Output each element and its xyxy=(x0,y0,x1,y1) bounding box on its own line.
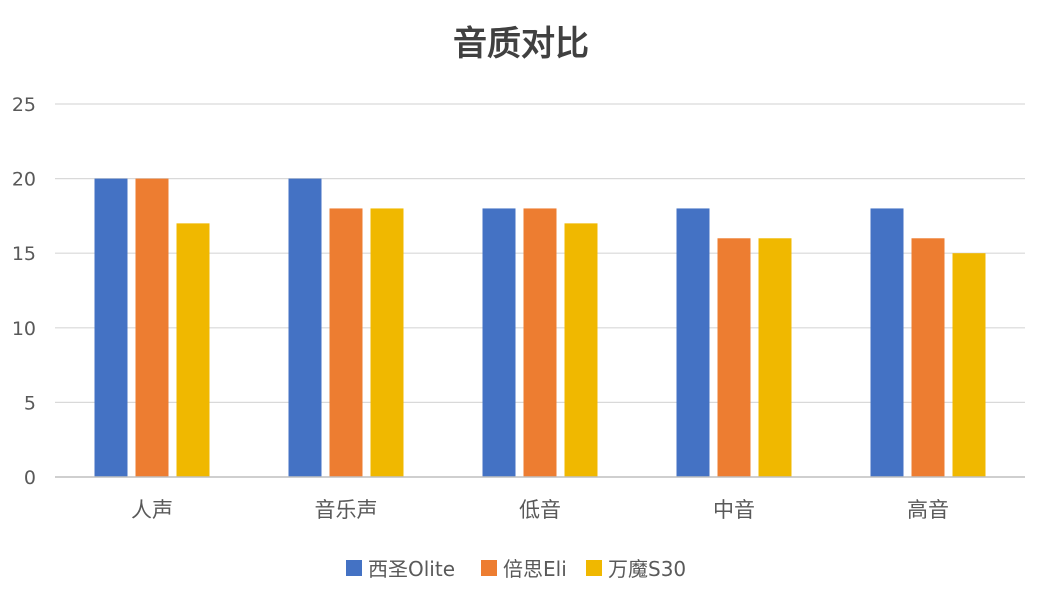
legend: 西圣Olite 倍思Eli 万魔S30 xyxy=(346,557,686,581)
bar xyxy=(758,238,792,477)
bar xyxy=(288,178,322,477)
bar xyxy=(329,208,363,477)
bar xyxy=(870,208,904,477)
bar xyxy=(370,208,404,477)
bar xyxy=(176,223,210,477)
legend-label: 倍思Eli xyxy=(503,557,567,581)
bar xyxy=(911,238,945,477)
y-tick-label: 5 xyxy=(24,392,36,414)
x-tick-label: 音乐声 xyxy=(315,498,378,522)
legend-label: 万魔S30 xyxy=(608,557,686,581)
x-tick-label: 中音 xyxy=(713,498,755,522)
bar xyxy=(952,253,986,477)
y-tick-label: 20 xyxy=(12,169,36,191)
x-axis-ticks: 人声 音乐声 低音 中音 高音 xyxy=(131,498,949,522)
bar xyxy=(94,178,128,477)
x-tick-label: 高音 xyxy=(907,498,949,522)
y-tick-label: 15 xyxy=(12,243,36,265)
bars xyxy=(94,178,986,477)
legend-swatch xyxy=(586,560,602,576)
y-tick-label: 10 xyxy=(12,318,36,340)
x-tick-label: 低音 xyxy=(519,498,561,522)
bar xyxy=(523,208,557,477)
bar xyxy=(676,208,710,477)
legend-label: 西圣Olite xyxy=(368,557,455,581)
bar xyxy=(135,178,169,477)
y-axis-ticks: 0 5 10 15 20 25 xyxy=(12,94,36,489)
bar xyxy=(717,238,751,477)
legend-swatch xyxy=(481,560,497,576)
x-tick-label: 人声 xyxy=(131,498,173,522)
chart-title: 音质对比 xyxy=(453,24,589,64)
bar xyxy=(564,223,598,477)
legend-swatch xyxy=(346,560,362,576)
y-tick-label: 0 xyxy=(24,467,36,489)
y-tick-label: 25 xyxy=(12,94,36,116)
bar xyxy=(482,208,516,477)
